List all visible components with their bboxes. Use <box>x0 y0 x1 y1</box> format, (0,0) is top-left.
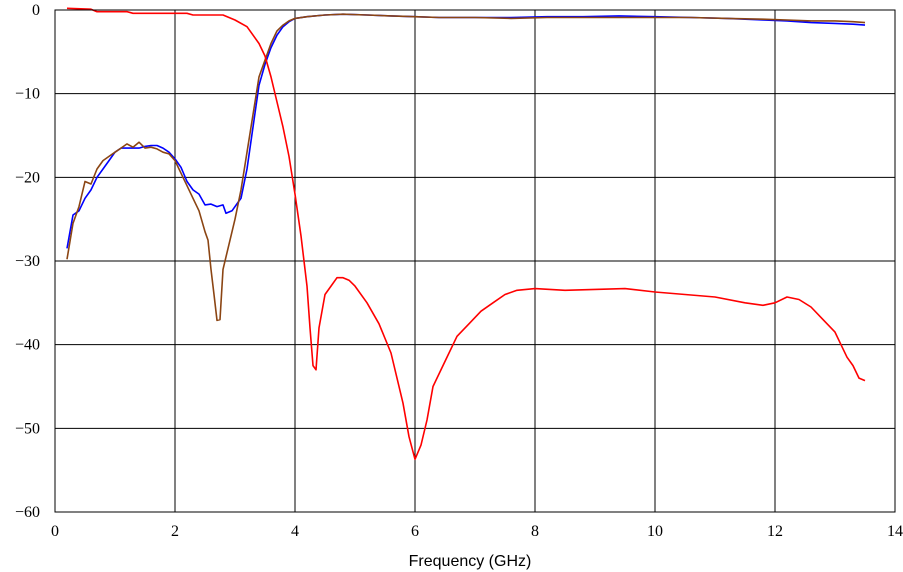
series-line-3 <box>66 7 866 461</box>
y-tick-label: −30 <box>15 253 40 270</box>
x-tick-label: 2 <box>171 523 179 540</box>
y-tick-label: −60 <box>15 504 40 521</box>
plot-border <box>54 9 896 513</box>
y-tick-label: 0 <box>32 2 40 19</box>
y-tick-label: −20 <box>15 169 40 186</box>
series-line-2 <box>66 13 866 322</box>
x-tick-label: 4 <box>291 523 299 540</box>
x-tick-label: 6 <box>411 523 419 540</box>
x-tick-label: 8 <box>531 523 539 540</box>
series-lines <box>66 7 866 461</box>
grid-lines <box>55 10 895 512</box>
x-tick-label: 0 <box>51 523 59 540</box>
y-tick-label: −50 <box>15 420 40 437</box>
x-axis-label: Frequency (GHz) <box>409 553 532 570</box>
x-tick-label: 14 <box>887 523 903 540</box>
y-tick-label: −40 <box>15 337 40 354</box>
y-tick-label: −10 <box>15 86 40 103</box>
y-tick-labels: 0 −10 −20 −30 −40 −50 −60 <box>15 2 40 521</box>
x-tick-labels: 0 2 4 6 8 10 12 14 <box>51 523 903 540</box>
x-tick-label: 12 <box>767 523 783 540</box>
x-tick-label: 10 <box>647 523 663 540</box>
